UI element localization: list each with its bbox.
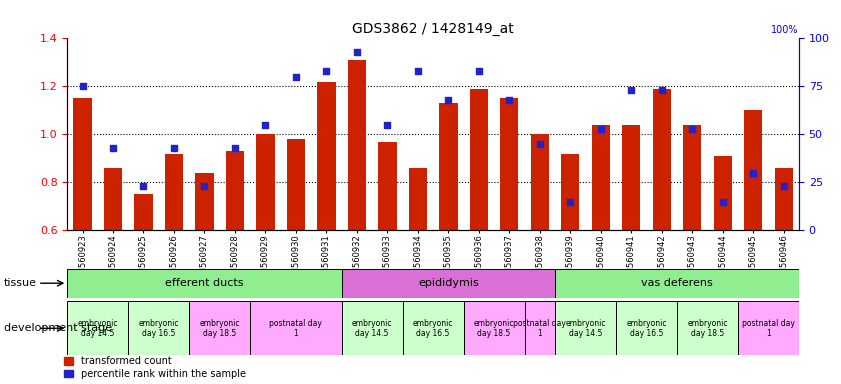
Point xyxy=(137,183,151,189)
Text: tissue: tissue xyxy=(4,278,37,288)
Point xyxy=(625,87,638,93)
Point xyxy=(350,49,363,55)
Text: embryonic
day 16.5: embryonic day 16.5 xyxy=(139,319,179,338)
Text: embryonic
day 18.5: embryonic day 18.5 xyxy=(473,319,515,338)
Bar xyxy=(677,301,738,355)
Bar xyxy=(341,301,403,355)
Bar xyxy=(616,301,677,355)
Bar xyxy=(775,168,793,230)
Text: embryonic
day 16.5: embryonic day 16.5 xyxy=(627,319,667,338)
Bar xyxy=(439,103,458,230)
Bar xyxy=(531,134,549,230)
Point xyxy=(747,170,760,176)
Bar xyxy=(463,301,525,355)
Point xyxy=(76,83,89,89)
Bar xyxy=(73,98,92,230)
Point xyxy=(320,68,333,74)
Bar xyxy=(165,154,183,230)
Bar xyxy=(103,168,122,230)
Text: embryonic
day 14.5: embryonic day 14.5 xyxy=(77,319,118,338)
Point xyxy=(563,199,577,205)
Bar xyxy=(251,301,341,355)
Text: embryonic
day 14.5: embryonic day 14.5 xyxy=(352,319,393,338)
Text: postnatal day
1: postnatal day 1 xyxy=(742,319,795,338)
Bar xyxy=(653,89,671,230)
Bar xyxy=(500,98,518,230)
Bar xyxy=(225,151,244,230)
Bar xyxy=(257,134,274,230)
Legend: transformed count, percentile rank within the sample: transformed count, percentile rank withi… xyxy=(64,356,246,379)
Bar xyxy=(67,269,341,298)
Point xyxy=(777,183,791,189)
Bar xyxy=(591,125,610,230)
Title: GDS3862 / 1428149_at: GDS3862 / 1428149_at xyxy=(352,22,514,36)
Bar xyxy=(409,168,427,230)
Bar xyxy=(287,139,305,230)
Point xyxy=(381,122,394,128)
Point xyxy=(198,183,211,189)
Point xyxy=(594,126,607,132)
Text: development stage: development stage xyxy=(4,323,113,333)
Text: postnatal day
1: postnatal day 1 xyxy=(513,319,566,338)
Bar xyxy=(525,301,555,355)
Point xyxy=(472,68,485,74)
Point xyxy=(716,199,729,205)
Point xyxy=(442,97,455,103)
Point xyxy=(655,87,669,93)
Text: epididymis: epididymis xyxy=(418,278,479,288)
Text: embryonic
day 18.5: embryonic day 18.5 xyxy=(687,319,727,338)
Point xyxy=(167,145,181,151)
Bar xyxy=(683,125,701,230)
Bar xyxy=(189,301,251,355)
Text: efferent ducts: efferent ducts xyxy=(165,278,244,288)
Bar xyxy=(738,301,799,355)
Point xyxy=(411,68,425,74)
Text: embryonic
day 14.5: embryonic day 14.5 xyxy=(565,319,606,338)
Bar xyxy=(317,81,336,230)
Bar xyxy=(622,125,640,230)
Bar xyxy=(555,269,799,298)
Point xyxy=(289,74,303,80)
Point xyxy=(503,97,516,103)
Bar xyxy=(555,301,616,355)
Point xyxy=(533,141,547,147)
Bar xyxy=(403,301,463,355)
Bar xyxy=(378,142,396,230)
Bar xyxy=(128,301,189,355)
Text: embryonic
day 18.5: embryonic day 18.5 xyxy=(199,319,240,338)
Bar xyxy=(713,156,732,230)
Point xyxy=(685,126,699,132)
Bar xyxy=(67,301,128,355)
Bar xyxy=(469,89,488,230)
Text: 100%: 100% xyxy=(771,25,799,35)
Bar xyxy=(135,194,152,230)
Bar xyxy=(347,60,366,230)
Bar xyxy=(561,154,579,230)
Point xyxy=(228,145,241,151)
Bar xyxy=(195,173,214,230)
Point xyxy=(106,145,119,151)
Point xyxy=(259,122,272,128)
Text: postnatal day
1: postnatal day 1 xyxy=(269,319,322,338)
Text: embryonic
day 16.5: embryonic day 16.5 xyxy=(413,319,453,338)
Bar xyxy=(341,269,555,298)
Text: vas deferens: vas deferens xyxy=(641,278,713,288)
Bar xyxy=(744,111,762,230)
